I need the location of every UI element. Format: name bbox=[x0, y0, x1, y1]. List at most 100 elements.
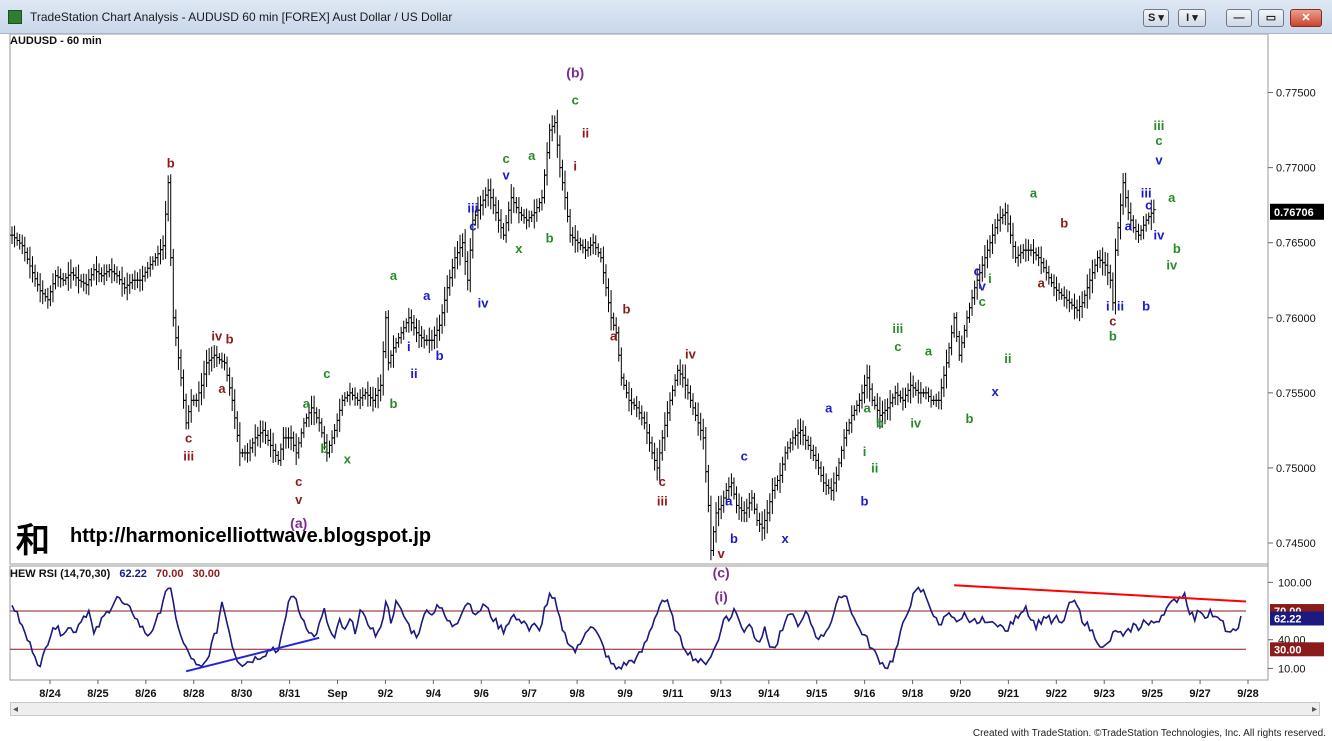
wave-label: a bbox=[1038, 276, 1046, 291]
price-panel bbox=[9, 34, 1269, 565]
wave-label: b bbox=[622, 301, 630, 316]
wave-label: a bbox=[1030, 186, 1038, 201]
symbol-label: AUDUSD - 60 min bbox=[10, 35, 102, 47]
date-tick-label: 8/25 bbox=[87, 688, 108, 700]
wave-label: (a) bbox=[290, 515, 307, 531]
wave-label: i bbox=[573, 159, 577, 174]
wave-label: v bbox=[295, 492, 303, 507]
price-tick-label: 0.77500 bbox=[1276, 88, 1316, 100]
wave-label: iii bbox=[657, 493, 668, 508]
wave-label: c bbox=[1109, 313, 1116, 328]
date-tick-label: 9/28 bbox=[1237, 688, 1258, 700]
date-axis: 8/24 8/25 8/26 8/28 8/30 8/31 Sep 9/2 9/4 9/6 9/7 9… bbox=[39, 680, 1259, 700]
wave-label: x bbox=[515, 241, 523, 256]
date-tick-label: 9/20 bbox=[950, 688, 971, 700]
rsi-trendline-red bbox=[954, 584, 1247, 603]
date-tick-label: 9/22 bbox=[1046, 688, 1067, 700]
date-tick-label: 8/31 bbox=[279, 688, 300, 700]
date-tick-label: 8/24 bbox=[39, 688, 61, 700]
rsi-series bbox=[11, 586, 1242, 671]
date-tick-label: 9/15 bbox=[806, 688, 827, 700]
wave-label: iv bbox=[685, 346, 697, 361]
wave-label: b bbox=[966, 411, 974, 426]
wave-label: b bbox=[226, 331, 234, 346]
wave-label: (b) bbox=[566, 65, 584, 81]
wave-label: ii bbox=[410, 366, 417, 381]
wave-label: i bbox=[1106, 298, 1110, 313]
date-tick-label: 9/4 bbox=[426, 688, 442, 700]
date-tick-label: 8/30 bbox=[231, 688, 252, 700]
price-tick-label: 0.76000 bbox=[1276, 313, 1316, 325]
date-tick-label: 8/26 bbox=[135, 688, 156, 700]
wave-label: a bbox=[390, 268, 398, 283]
wave-label: iv bbox=[910, 415, 922, 430]
date-tick-label: 9/27 bbox=[1189, 688, 1210, 700]
price-bars bbox=[10, 109, 1156, 561]
date-tick-label: 9/21 bbox=[998, 688, 1019, 700]
price-tick-label: 0.77000 bbox=[1276, 163, 1316, 175]
price-tick-label: 0.76500 bbox=[1276, 238, 1316, 250]
close-button[interactable]: ✕ bbox=[1290, 9, 1322, 27]
rsi-tick-label: 100.00 bbox=[1278, 577, 1312, 589]
rsi-value-box bbox=[1270, 611, 1324, 626]
date-tick-label: 9/13 bbox=[710, 688, 731, 700]
wave-label: a bbox=[528, 148, 536, 163]
footer-text: Created with TradeStation. ©TradeStation… bbox=[972, 728, 1326, 739]
wave-label: v bbox=[1155, 153, 1163, 168]
wave-label: c bbox=[295, 474, 302, 489]
trendlines bbox=[185, 584, 1247, 673]
price-axis: 0.77500 0.77000 0.76500 0.76000 0.75500 0.750… bbox=[1268, 88, 1316, 550]
date-tick-label: 9/7 bbox=[522, 688, 537, 700]
wave-label: ii bbox=[1004, 351, 1011, 366]
wave-label: iii bbox=[467, 201, 478, 216]
wave-label: a bbox=[218, 381, 226, 396]
i-menu-button[interactable]: I ▾ bbox=[1178, 9, 1206, 27]
wave-label: a bbox=[863, 400, 871, 415]
app-icon bbox=[8, 10, 22, 24]
wave-label: b bbox=[1142, 298, 1150, 313]
wave-label: iii bbox=[1141, 186, 1152, 201]
wave-label: a bbox=[925, 343, 933, 358]
wave-label: c bbox=[1145, 198, 1152, 213]
rsi-panel bbox=[9, 565, 1269, 681]
wave-label: a bbox=[610, 328, 618, 343]
wave-label: iv bbox=[478, 295, 490, 310]
wave-label: x bbox=[344, 451, 352, 466]
footer: Created with TradeStation. ©TradeStation… bbox=[0, 727, 1332, 741]
wave-label: c bbox=[659, 474, 666, 489]
date-tick-label: 9/8 bbox=[569, 688, 584, 700]
rsi-levels bbox=[10, 610, 1246, 650]
wave-label: b bbox=[320, 441, 328, 456]
wave-label: a bbox=[825, 400, 833, 415]
s-menu-button[interactable]: S ▾ bbox=[1143, 9, 1169, 27]
maximize-button[interactable]: ▭ bbox=[1258, 9, 1284, 27]
scroll-right-icon[interactable]: ▸ bbox=[1311, 704, 1317, 715]
horizontal-scrollbar[interactable]: ◂ ▸ bbox=[10, 702, 1320, 716]
rsi-lower-box-label: 30.00 bbox=[1274, 644, 1302, 656]
wave-label: c bbox=[894, 339, 901, 354]
last-price-box bbox=[1270, 203, 1324, 220]
scroll-left-icon[interactable]: ◂ bbox=[13, 704, 19, 715]
rsi-legend-name: HEW RSI (14,70,30) bbox=[10, 568, 111, 580]
price-tick-label: 0.75500 bbox=[1276, 388, 1316, 400]
date-tick-label: 9/23 bbox=[1094, 688, 1115, 700]
last-price-label: 0.76706 bbox=[1274, 207, 1314, 219]
wave-label: ii bbox=[1117, 298, 1124, 313]
wave-label: x bbox=[991, 384, 999, 399]
wave-label: (i) bbox=[715, 589, 728, 605]
wave-label: c bbox=[974, 264, 981, 279]
wave-label: i bbox=[407, 339, 411, 354]
window-titlebar: TradeStation Chart Analysis - AUDUSD 60 … bbox=[0, 0, 1332, 34]
date-tick-label: 9/25 bbox=[1141, 688, 1162, 700]
wave-label: iv bbox=[211, 328, 223, 343]
minimize-button[interactable]: — bbox=[1226, 9, 1252, 27]
wave-label: iv bbox=[1166, 258, 1178, 273]
date-tick-label: 9/16 bbox=[854, 688, 875, 700]
wave-label: b bbox=[389, 396, 397, 411]
kanji-mark: 和 bbox=[16, 521, 50, 561]
wave-label: b bbox=[546, 231, 554, 246]
wave-label: b bbox=[876, 415, 884, 430]
date-tick-label: 8/28 bbox=[183, 688, 204, 700]
wave-label: iv bbox=[1154, 228, 1166, 243]
